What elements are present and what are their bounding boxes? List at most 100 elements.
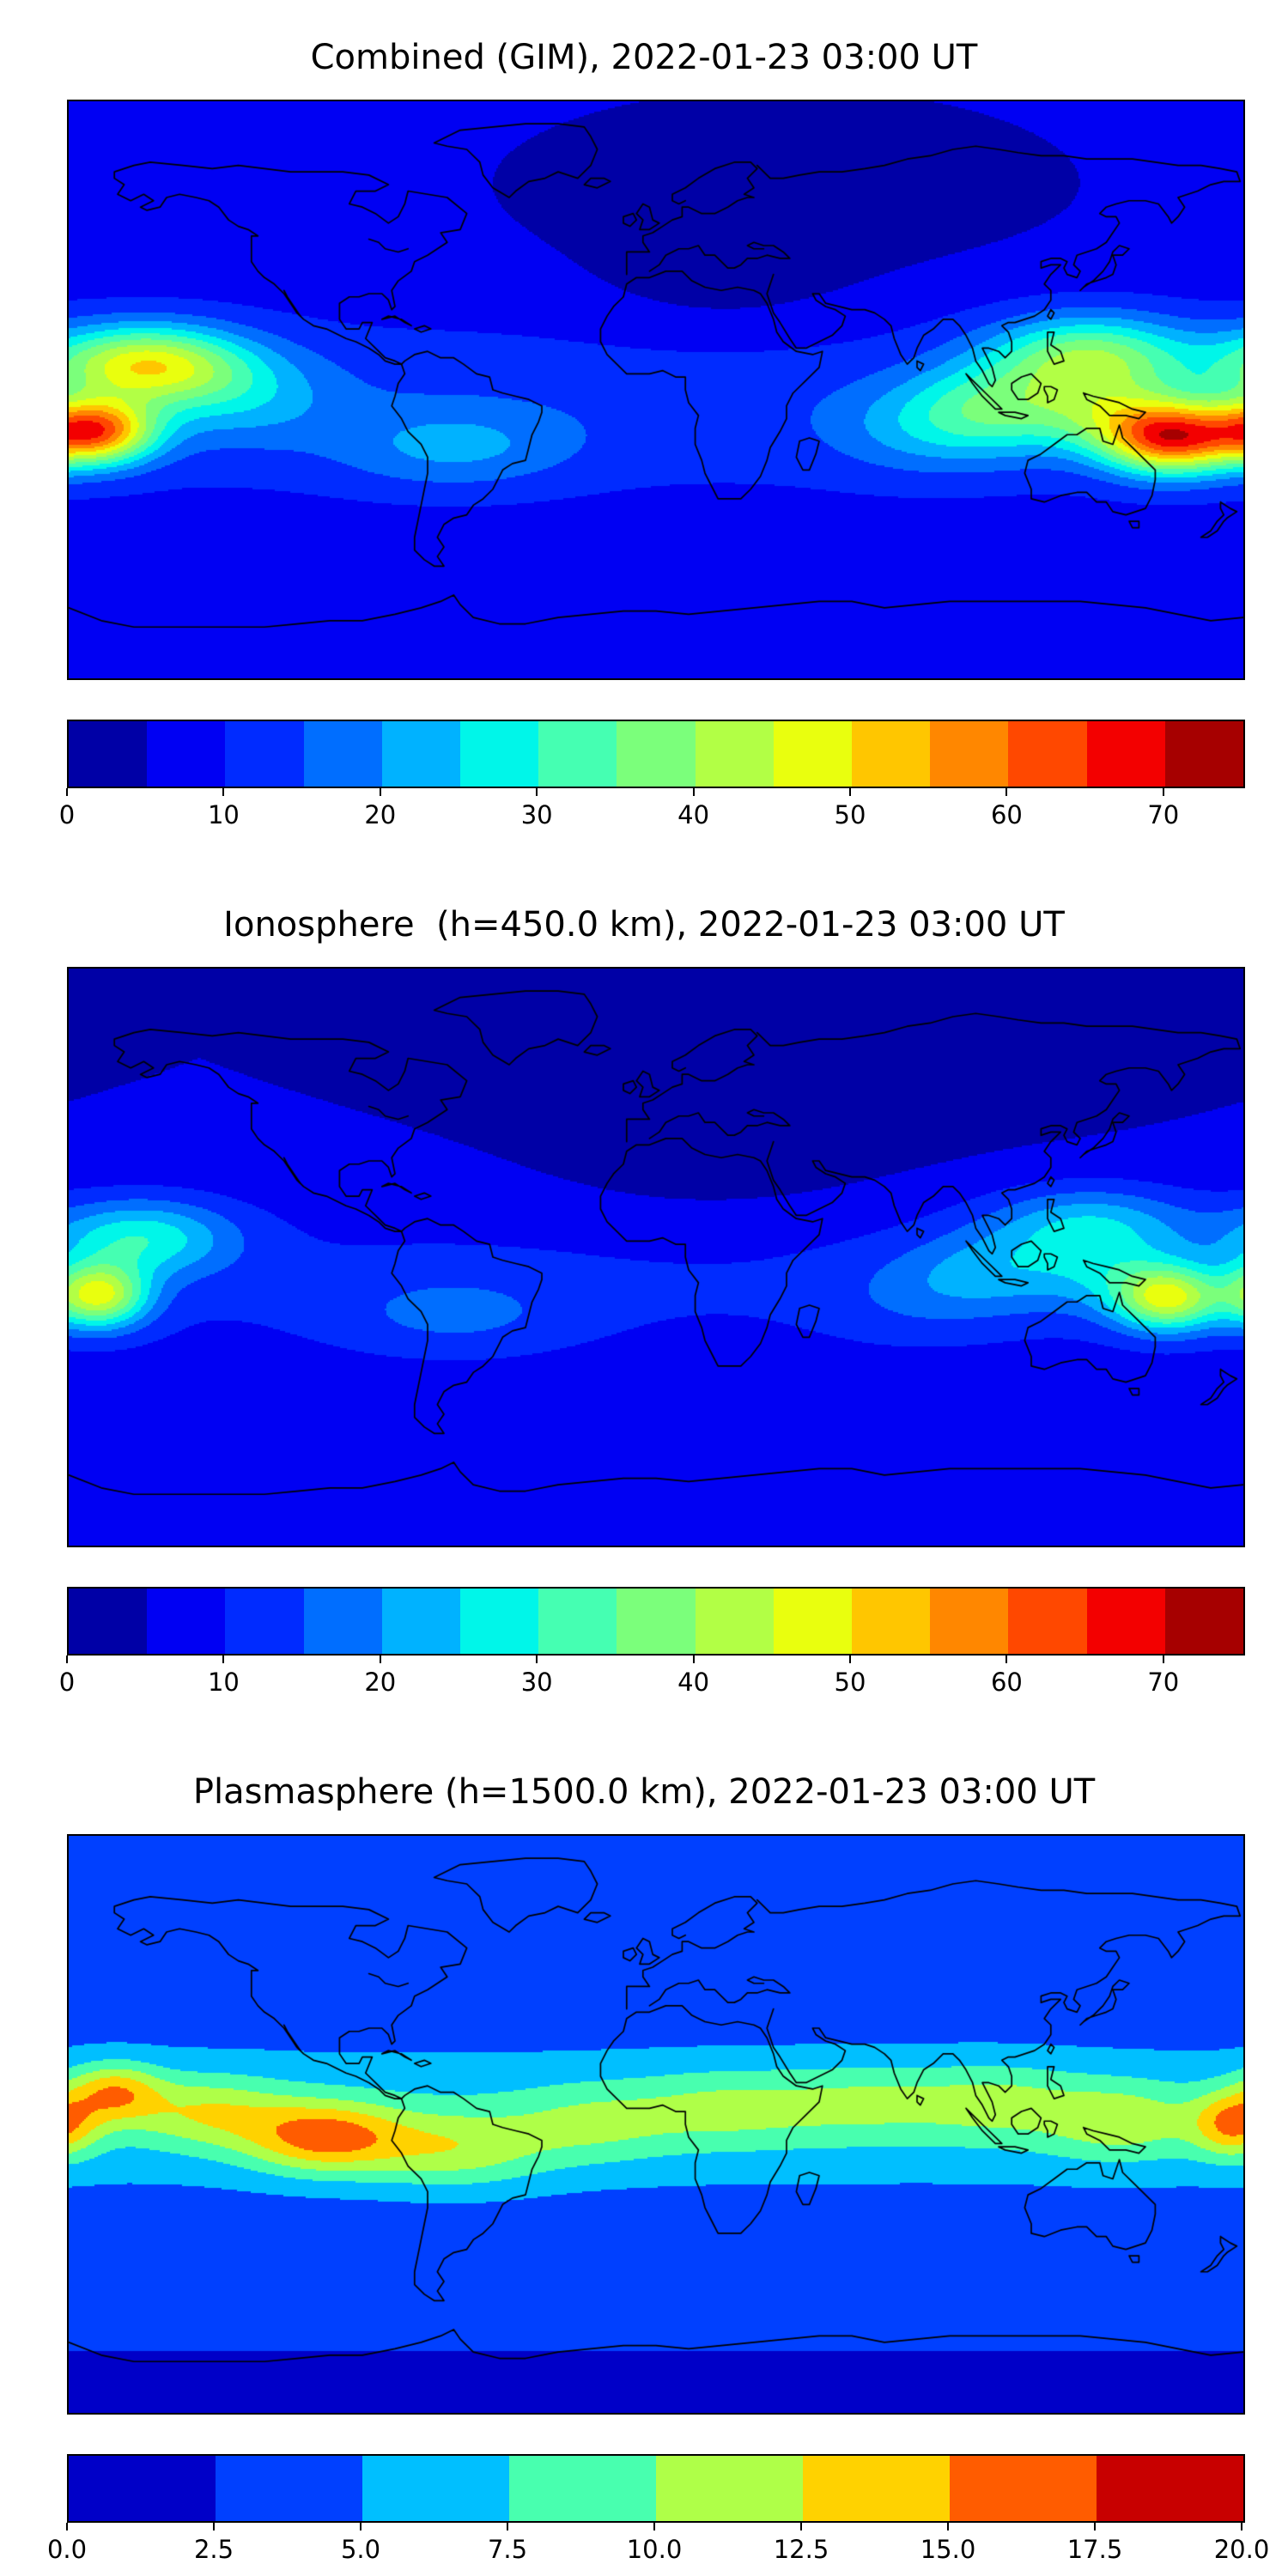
colorbar-tick-label: 50: [834, 1668, 866, 1697]
colorbar-segment: [538, 1589, 617, 1654]
colorbar-tick-mark: [507, 2523, 508, 2530]
colorbar-segment: [460, 1589, 539, 1654]
map-canvas-ionosphere: [69, 969, 1243, 1546]
colorbar-segment: [852, 1589, 931, 1654]
colorbar-tick-label: 70: [1147, 800, 1180, 829]
colorbar-segment: [656, 2456, 803, 2521]
colorbar-segment: [773, 1589, 853, 1654]
colorbar-segment: [509, 2456, 656, 2521]
colorbar-tick-label: 5.0: [340, 2535, 381, 2564]
colorbar-tick-label: 10: [207, 1668, 240, 1697]
colorbar-segment: [1097, 2456, 1243, 2521]
colorbar-segment: [930, 721, 1009, 787]
colorbar-tick-mark: [66, 1656, 68, 1663]
colorbar-tick-mark: [849, 788, 851, 796]
map-plasmasphere: [67, 1834, 1245, 2415]
colorbar-tick-label: 2.5: [193, 2535, 234, 2564]
colorbar-segment: [1008, 1589, 1087, 1654]
colorbar-segment: [362, 2456, 509, 2521]
colorbar-tick-mark: [1005, 788, 1008, 796]
colorbar-tick-mark: [536, 1656, 538, 1663]
colorbar-segment: [225, 1589, 304, 1654]
colorbar-ticks-combined: 0 10 20 30 40 50 60 70: [59, 788, 1242, 841]
map-ionosphere: [67, 967, 1245, 1547]
colorbar-tick-mark: [379, 788, 381, 796]
colorbar-tick-label: 30: [520, 1668, 553, 1697]
map-canvas-plasmasphere: [69, 1836, 1243, 2413]
colorbar-tick-label: 60: [990, 1668, 1023, 1697]
panel-title-ionosphere: Ionosphere (h=450.0 km), 2022-01-23 03:0…: [223, 905, 1065, 945]
colorbar-segment: [1086, 1589, 1165, 1654]
colorbar-segment: [1086, 721, 1165, 787]
colorbar-tick-label: 20.0: [1213, 2535, 1270, 2564]
colorbar-tick-mark: [66, 788, 68, 796]
colorbar-segment: [617, 1589, 696, 1654]
colorbar-segment: [147, 721, 226, 787]
colorbar-tick-label: 20: [364, 1668, 397, 1697]
colorbar-tick-label: 20: [364, 800, 397, 829]
colorbar-tick-label: 15.0: [920, 2535, 976, 2564]
colorbar-ticks-ionosphere: 0 10 20 30 40 50 60 70: [59, 1656, 1242, 1709]
colorbar-tick-mark: [360, 2523, 361, 2530]
colorbar-segments-combined: [69, 721, 1244, 787]
colorbar-tick-mark: [222, 788, 225, 796]
colorbar-tick-mark: [849, 1656, 851, 1663]
colorbar-segment: [460, 721, 539, 787]
colorbar-segment: [695, 721, 774, 787]
colorbar-segment: [950, 2456, 1097, 2521]
colorbar-segment: [538, 721, 617, 787]
panel-title-combined: Combined (GIM), 2022-01-23 03:00 UT: [310, 38, 978, 77]
colorbar-ticks-plasmasphere: 0.0 2.5 5.0 7.5 10.0 12.5 15.0 17.5 20.0: [47, 2523, 1269, 2576]
colorbar-segment: [803, 2456, 950, 2521]
panel-title-plasmasphere: Plasmasphere (h=1500.0 km), 2022-01-23 0…: [192, 1772, 1096, 1812]
colorbar-tick-label: 40: [677, 800, 710, 829]
colorbar-tick-mark: [222, 1656, 225, 1663]
panel-ionosphere: Ionosphere (h=450.0 km), 2022-01-23 03:0…: [0, 867, 1288, 1735]
colorbar-segment: [381, 1589, 461, 1654]
colorbar-tick-label: 40: [677, 1668, 710, 1697]
colorbar-tick-label: 70: [1147, 1668, 1180, 1697]
colorbar-segment: [930, 1589, 1009, 1654]
colorbar-tick-mark: [379, 1656, 381, 1663]
colorbar-tick-mark: [1162, 788, 1164, 796]
colorbar-tick-label: 60: [990, 800, 1023, 829]
colorbar-tick-label: 0: [58, 800, 76, 829]
colorbar-tick-label: 50: [834, 800, 866, 829]
colorbar-segments-ionosphere: [69, 1589, 1244, 1654]
panel-plasmasphere: Plasmasphere (h=1500.0 km), 2022-01-23 0…: [0, 1735, 1288, 2576]
colorbar-tick-mark: [213, 2523, 215, 2530]
colorbar-segment: [1164, 721, 1244, 787]
colorbar-tick-mark: [653, 2523, 655, 2530]
colorbar-segment: [381, 721, 461, 787]
colorbar-tick-mark: [1005, 1656, 1008, 1663]
map-canvas-combined: [69, 101, 1243, 678]
colorbar-tick-mark: [1162, 1656, 1164, 1663]
colorbar-tick-mark: [692, 1656, 695, 1663]
colorbar-tick-label: 30: [520, 800, 553, 829]
colorbar-segment: [216, 2456, 362, 2521]
colorbar-segment: [303, 721, 382, 787]
colorbar-segment: [69, 721, 148, 787]
colorbar-tick-label: 0.0: [46, 2535, 88, 2564]
colorbar-tick-mark: [536, 788, 538, 796]
colorbar-tick-mark: [1094, 2523, 1096, 2530]
colorbar-segment: [617, 721, 696, 787]
colorbar-segment: [225, 721, 304, 787]
map-combined: [67, 100, 1245, 680]
colorbar-segments-plasmasphere: [69, 2456, 1243, 2521]
colorbar-tick-mark: [66, 2523, 68, 2530]
colorbar-tick-mark: [1241, 2523, 1242, 2530]
colorbar-segment: [1008, 721, 1087, 787]
colorbar-segment: [69, 2456, 216, 2521]
colorbar-tick-label: 0: [58, 1668, 76, 1697]
colorbar-tick-label: 10: [207, 800, 240, 829]
colorbar-tick-mark: [692, 788, 695, 796]
panel-combined-gim: Combined (GIM), 2022-01-23 03:00 UT 0 10 2…: [0, 0, 1288, 867]
colorbar-tick-label: 12.5: [773, 2535, 829, 2564]
colorbar-segment: [695, 1589, 774, 1654]
colorbar-tick-label: 10.0: [626, 2535, 683, 2564]
colorbar-combined: [67, 720, 1245, 788]
colorbar-segment: [1164, 1589, 1244, 1654]
colorbar-segment: [147, 1589, 226, 1654]
